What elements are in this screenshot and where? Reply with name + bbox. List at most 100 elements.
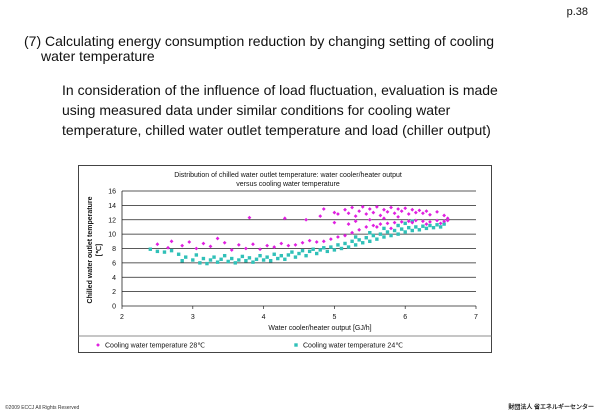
data-point: [353, 243, 358, 247]
data-point: [283, 257, 287, 261]
chart-title-line-1: Distribution of chilled water outlet tem…: [174, 172, 402, 179]
y-tick-label: 2: [112, 289, 116, 296]
data-point: [166, 245, 170, 250]
data-point: [237, 258, 241, 262]
data-point: [364, 225, 369, 229]
data-point: [336, 212, 340, 216]
data-point: [311, 247, 315, 251]
data-point: [417, 208, 422, 213]
data-point: [251, 260, 255, 264]
legend-item: Cooling water temperature 28℃: [96, 343, 205, 350]
data-point: [414, 225, 418, 229]
y-tick-label: 10: [108, 232, 116, 239]
data-point: [307, 249, 312, 254]
y-tick-label: 0: [112, 304, 116, 311]
data-point: [244, 246, 248, 251]
data-point: [403, 221, 407, 226]
data-point: [290, 250, 294, 254]
body-line-1: In consideration of the influence of loa…: [62, 82, 498, 98]
y-axis-title-line-1: Chilled water outlet temperature: [87, 196, 94, 303]
data-point: [198, 261, 202, 265]
x-tick-label: 4: [262, 314, 266, 321]
data-point: [282, 216, 287, 221]
data-point: [428, 212, 432, 217]
data-point: [148, 247, 153, 251]
data-point: [374, 225, 379, 229]
data-point: [431, 225, 436, 230]
body-line-2: using measured data under similar condit…: [62, 102, 451, 118]
data-point: [247, 256, 252, 260]
data-point: [272, 252, 276, 256]
data-point: [445, 216, 450, 221]
x-tick-label: 7: [474, 314, 478, 321]
data-point: [268, 259, 273, 263]
data-point: [222, 253, 227, 258]
data-points: [148, 204, 450, 266]
data-point: [169, 239, 174, 244]
data-point: [276, 256, 280, 261]
data-point: [321, 207, 326, 211]
data-point: [421, 219, 425, 224]
data-point: [346, 222, 351, 226]
data-point: [389, 226, 393, 231]
data-point: [187, 240, 192, 244]
data-point: [162, 250, 167, 254]
data-point: [403, 230, 407, 234]
organization-logo: 財団法人 省エネルギーセンター: [508, 405, 594, 411]
data-point: [272, 245, 277, 249]
data-point: [371, 210, 376, 215]
data-point: [208, 258, 213, 262]
data-point: [403, 206, 408, 211]
data-point: [385, 221, 390, 226]
data-point: [184, 255, 188, 259]
data-point: [435, 218, 439, 223]
data-point: [194, 253, 199, 257]
data-point: [279, 241, 284, 246]
data-point: [350, 205, 354, 210]
y-tick-label: 8: [112, 246, 116, 253]
section-heading-line-1: (7) Calculating energy consumption reduc…: [24, 33, 495, 49]
section-heading-line-2: water temperature: [41, 48, 155, 64]
legend-square-marker: [294, 343, 298, 347]
data-point: [438, 221, 443, 226]
data-point: [421, 224, 425, 228]
legend-label: Cooling water temperature 28℃: [105, 343, 205, 350]
data-point: [410, 207, 415, 212]
data-point: [357, 209, 362, 214]
data-point: [382, 235, 386, 239]
data-point: [286, 253, 291, 257]
data-point: [169, 248, 174, 253]
data-point: [332, 210, 337, 215]
y-tick-label: 6: [112, 260, 116, 267]
data-point: [346, 211, 351, 216]
data-point: [332, 220, 337, 225]
data-point: [364, 236, 368, 240]
data-point: [247, 215, 252, 220]
data-point: [155, 242, 160, 247]
legend-diamond-marker: [96, 343, 100, 347]
data-point: [208, 244, 213, 249]
data-point: [368, 230, 372, 235]
data-point: [375, 237, 379, 241]
x-tick-label: 5: [332, 314, 336, 321]
data-point: [364, 212, 369, 216]
data-point: [406, 212, 411, 216]
data-point: [421, 211, 425, 216]
data-point: [396, 214, 401, 219]
data-point: [350, 230, 354, 235]
data-point: [428, 223, 432, 228]
data-point: [424, 222, 429, 226]
data-point: [417, 228, 422, 232]
data-point: [261, 258, 266, 262]
data-point: [304, 253, 308, 258]
data-point: [385, 230, 390, 234]
data-point: [442, 219, 447, 224]
data-point: [205, 261, 209, 266]
data-point: [378, 232, 383, 236]
data-point: [332, 248, 337, 252]
data-point: [265, 243, 270, 248]
y-tick-label: 14: [108, 203, 116, 210]
data-point: [244, 259, 248, 263]
x-axis-title: Water cooler/heater output [GJ/h]: [268, 325, 371, 332]
data-point: [428, 220, 432, 224]
